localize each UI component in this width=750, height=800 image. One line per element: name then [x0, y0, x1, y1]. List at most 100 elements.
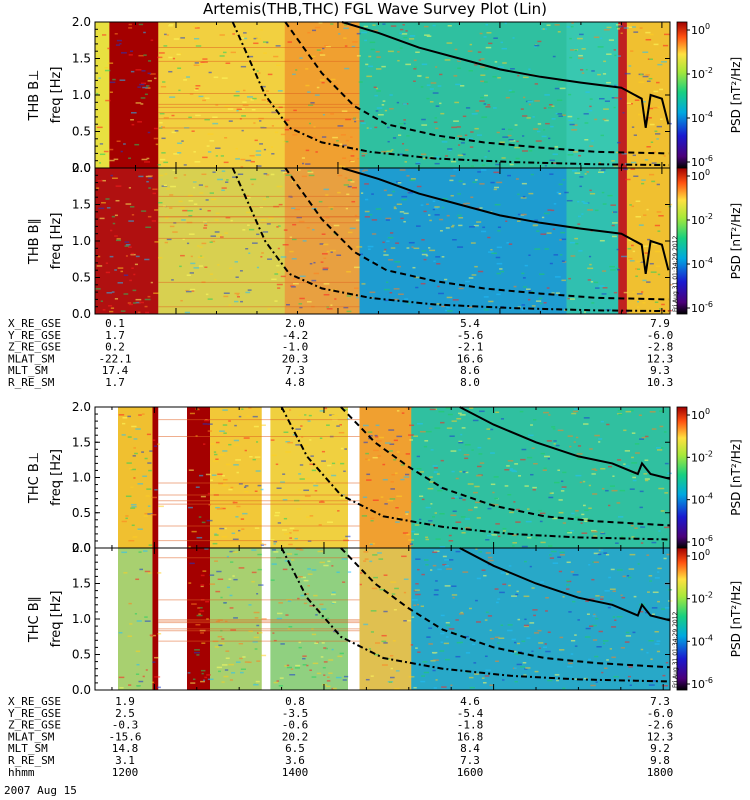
- spectrogram-speckle: [101, 202, 106, 204]
- spectrogram-speckle: [664, 607, 671, 609]
- ephemeris-value: -15.6: [108, 730, 141, 743]
- spectrogram-speckle: [233, 578, 238, 581]
- spectrogram-speckle: [415, 51, 420, 53]
- spectrogram-speckle: [139, 301, 144, 304]
- spectrogram-speckle: [319, 79, 325, 81]
- spectrogram-speckle: [549, 173, 554, 175]
- spectrogram-speckle: [447, 310, 453, 312]
- spectrogram-speckle: [223, 675, 229, 678]
- ephemeris-value: -2.1: [457, 341, 484, 354]
- ephemeris-value: -4.2: [282, 329, 309, 342]
- spectrogram-speckle: [515, 593, 519, 596]
- spectrogram-speckle: [338, 431, 345, 434]
- spectrogram-speckle: [300, 594, 305, 597]
- spectrogram-speckle: [432, 516, 435, 518]
- spectrogram-speckle: [621, 87, 626, 89]
- spectrogram-speckle: [617, 516, 624, 518]
- spectrogram-speckle: [584, 122, 589, 124]
- spectrogram-speckle: [583, 113, 589, 115]
- spectrogram-speckle: [566, 580, 572, 583]
- spectrogram-speckle: [430, 569, 433, 571]
- spectrogram-speckle: [629, 488, 635, 490]
- spectrogram-speckle: [382, 478, 388, 481]
- spectrogram-speckle: [270, 146, 274, 148]
- spectrogram-speckle: [414, 276, 420, 279]
- spectrogram-speckle: [345, 118, 352, 121]
- spectrogram-speckle: [509, 468, 514, 470]
- spectrogram-speckle: [462, 471, 468, 473]
- spectrogram-speckle: [390, 481, 394, 483]
- spectrogram-speckle: [612, 97, 619, 99]
- spectrogram-speckle: [562, 596, 565, 598]
- spectrogram-speckle: [574, 172, 581, 174]
- spectrogram-speckle: [251, 580, 255, 583]
- spectrogram-speckle: [178, 200, 183, 203]
- spectrogram-speckle: [107, 47, 111, 50]
- spectrogram-speckle: [648, 575, 653, 577]
- spectrogram-speckle: [534, 100, 540, 102]
- spectrogram-speckle: [606, 659, 609, 661]
- spectrogram-speckle: [590, 684, 596, 687]
- spectrogram-speckle: [164, 217, 169, 219]
- spectrogram-speckle: [227, 108, 234, 110]
- spectrogram-band: [95, 168, 159, 314]
- spectrogram-speckle: [490, 248, 493, 251]
- spectrogram-speckle: [599, 239, 605, 242]
- spectrogram-speckle: [532, 609, 538, 611]
- spectrogram-speckle: [249, 228, 255, 231]
- spectrogram-speckle: [214, 278, 217, 281]
- spectrogram-speckle: [559, 239, 562, 241]
- spectrogram-speckle: [575, 226, 579, 228]
- spectrogram-speckle: [589, 189, 592, 192]
- spectrogram-speckle: [346, 310, 352, 313]
- spectrogram-speckle: [521, 304, 526, 306]
- colorbar-tick-label: 10-2: [691, 66, 713, 81]
- spectrogram-speckle: [259, 143, 264, 145]
- spectrogram-speckle: [307, 573, 313, 575]
- spectrogram-speckle: [187, 209, 193, 212]
- spectrogram-speckle: [613, 211, 618, 213]
- spectrogram-speckle: [391, 593, 396, 595]
- spectrogram-speckle: [356, 296, 359, 299]
- spectrogram-speckle: [135, 69, 142, 71]
- spectrogram-speckle: [612, 235, 617, 238]
- spectrogram-speckle: [356, 157, 360, 160]
- spectrogram-speckle: [144, 570, 151, 573]
- spectrogram-speckle: [524, 560, 527, 563]
- spectrogram-speckle: [628, 666, 633, 668]
- spectrogram-speckle: [109, 255, 114, 258]
- spectrogram-speckle: [483, 296, 489, 298]
- spectrogram-speckle: [320, 500, 324, 503]
- spectrogram-speckle: [384, 288, 390, 291]
- spectrogram-speckle: [302, 162, 305, 165]
- spectrogram-speckle: [534, 44, 540, 47]
- spectrogram-speckle: [441, 141, 448, 143]
- spectrogram-speckle: [295, 548, 302, 550]
- spectrogram-speckle: [561, 487, 565, 490]
- spectrogram-speckle: [209, 574, 215, 576]
- spectrogram-speckle: [496, 262, 503, 265]
- spectrogram-speckle: [574, 634, 577, 636]
- spectrogram-speckle: [476, 134, 482, 136]
- spectrogram-speckle: [571, 22, 574, 24]
- spectrogram-speckle: [531, 291, 534, 293]
- spectrogram-speckle: [364, 558, 369, 560]
- spectrogram-speckle: [336, 165, 342, 167]
- spectrogram-speckle: [270, 579, 275, 581]
- spectrogram-speckle: [143, 31, 146, 34]
- spectrogram-speckle: [141, 70, 146, 72]
- spectrogram-speckle: [324, 647, 328, 650]
- spectrogram-speckle: [154, 77, 157, 80]
- spectrogram-speckle: [615, 151, 619, 154]
- spectrogram-speckle: [159, 122, 163, 124]
- spectrogram-speckle: [217, 578, 224, 581]
- ephemeris-value: -2.6: [647, 719, 674, 732]
- spectrogram-speckle: [558, 80, 564, 82]
- spectrogram-speckle: [189, 272, 194, 274]
- spectrogram-speckle: [271, 125, 274, 127]
- spectrogram-speckle: [98, 77, 101, 79]
- spectrogram-speckle: [560, 231, 566, 234]
- spectrogram-speckle: [374, 94, 378, 97]
- spectrogram-speckle: [402, 532, 409, 534]
- spectrogram-speckle: [206, 519, 213, 522]
